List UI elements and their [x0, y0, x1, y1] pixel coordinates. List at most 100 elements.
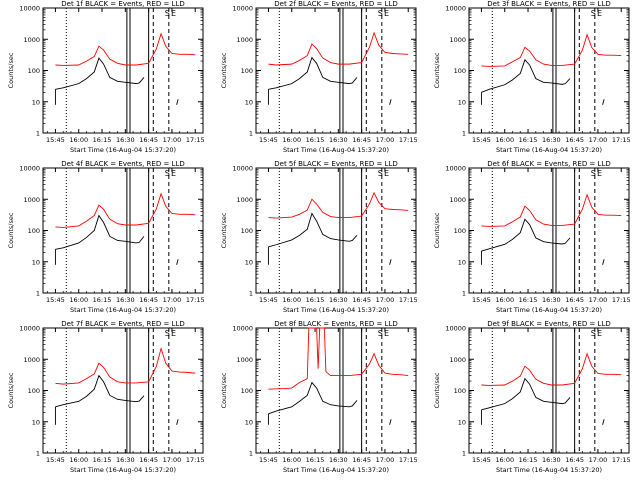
- y-tick-label: 10000: [445, 165, 466, 173]
- y-axis-label: Counts/sec: [7, 372, 15, 408]
- y-axis-label: Counts/sec: [433, 52, 441, 88]
- events-series-line-tail: [602, 99, 605, 105]
- end-marker-label: E: [171, 169, 176, 178]
- x-axis-label: Start Time (16-Aug-04 15:37:20): [283, 466, 389, 474]
- start-marker-label: S: [165, 329, 170, 338]
- y-tick-label: 10: [32, 418, 40, 426]
- x-tick-label: 15:45: [46, 296, 65, 304]
- x-tick-label: 16:00: [69, 136, 88, 144]
- y-axis-label: Counts/sec: [433, 372, 441, 408]
- y-tick-label: 1: [36, 450, 40, 458]
- x-tick-label: 16:15: [519, 456, 538, 464]
- lld-series-line: [481, 352, 622, 386]
- plot-frame: [468, 7, 630, 134]
- y-tick-label: 10: [32, 258, 40, 266]
- end-marker-label: E: [384, 329, 389, 338]
- panel-title: Det 3f BLACK = Events, RED = LLD: [487, 0, 610, 8]
- lld-series-line: [55, 32, 196, 66]
- x-tick-label: 16:15: [519, 296, 538, 304]
- detector-panel-3: Det 3f BLACK = Events, RED = LLD 1 10 100 10…: [433, 0, 631, 154]
- x-tick-label: 15:45: [46, 456, 65, 464]
- y-tick-label: 10: [32, 98, 40, 106]
- y-tick-label: 10: [458, 258, 466, 266]
- x-tick-label: 15:45: [259, 456, 278, 464]
- y-axis-label: Counts/sec: [220, 212, 228, 248]
- detector-panel-5: Det 5f BLACK = Events, RED = LLD 1 10 100 10…: [220, 160, 418, 314]
- panel-title: Det 5f BLACK = Events, RED = LLD: [274, 160, 397, 168]
- x-tick-label: 17:15: [186, 296, 205, 304]
- y-tick-label: 1: [462, 130, 466, 138]
- x-tick-label: 16:45: [565, 456, 584, 464]
- x-tick-label: 15:45: [259, 296, 278, 304]
- lld-series-line: [55, 192, 196, 228]
- x-tick-label: 16:45: [565, 136, 584, 144]
- x-tick-label: 17:15: [612, 296, 631, 304]
- lld-series-line: [268, 31, 409, 66]
- y-tick-label: 100: [241, 227, 253, 235]
- x-tick-label: 16:15: [306, 456, 325, 464]
- x-tick-label: 17:15: [399, 296, 418, 304]
- detector-panel-8: Det 8f BLACK = Events, RED = LLD 1 10 100 10…: [220, 320, 418, 474]
- events-series-line-tail: [176, 419, 179, 425]
- y-tick-label: 1000: [23, 36, 40, 44]
- y-tick-label: 100: [28, 67, 40, 75]
- y-tick-label: 10: [458, 418, 466, 426]
- start-marker-label: S: [165, 169, 170, 178]
- detector-panel-9: Det 9f BLACK = Events, RED = LLD 1 10 100 10…: [433, 320, 631, 474]
- y-tick-label: 100: [28, 387, 40, 395]
- x-axis-label: Start Time (16-Aug-04 15:37:20): [70, 146, 176, 154]
- x-tick-label: 16:45: [352, 136, 371, 144]
- y-tick-label: 1: [249, 290, 253, 298]
- y-tick-label: 1: [36, 130, 40, 138]
- y-tick-label: 10000: [232, 5, 253, 13]
- x-tick-label: 16:45: [565, 296, 584, 304]
- x-tick-label: 16:15: [306, 136, 325, 144]
- x-tick-label: 15:45: [259, 136, 278, 144]
- y-tick-label: 1: [36, 290, 40, 298]
- events-series-line: [55, 374, 145, 408]
- y-tick-label: 100: [241, 67, 253, 75]
- y-tick-label: 100: [454, 227, 466, 235]
- x-axis-label: Start Time (16-Aug-04 15:37:20): [283, 146, 389, 154]
- x-tick-label: 16:00: [282, 136, 301, 144]
- plot-frame: [42, 327, 204, 454]
- x-tick-label: 17:15: [399, 136, 418, 144]
- x-axis-label: Start Time (16-Aug-04 15:37:20): [283, 306, 389, 314]
- y-tick-label: 1000: [236, 356, 253, 364]
- events-series-line-tail: [176, 99, 179, 105]
- x-tick-label: 17:00: [376, 136, 395, 144]
- y-tick-label: 10000: [19, 165, 40, 173]
- events-series-line: [268, 381, 358, 415]
- end-marker-label: E: [171, 329, 176, 338]
- detector-panel-7: Det 7f BLACK = Events, RED = LLD 1 10 100 10…: [7, 320, 205, 474]
- x-tick-label: 17:00: [376, 296, 395, 304]
- panel-title: Det 6f BLACK = Events, RED = LLD: [487, 160, 610, 168]
- x-tick-label: 17:15: [612, 456, 631, 464]
- x-tick-label: 16:00: [282, 296, 301, 304]
- plot-frame: [255, 7, 417, 134]
- panel-title: Det 4f BLACK = Events, RED = LLD: [61, 160, 184, 168]
- detector-panel-4: Det 4f BLACK = Events, RED = LLD 1 10 100 10…: [7, 160, 205, 314]
- x-tick-label: 17:00: [589, 456, 608, 464]
- y-tick-label: 1: [462, 290, 466, 298]
- start-marker-label: S: [591, 9, 596, 18]
- end-marker-label: E: [384, 9, 389, 18]
- y-tick-label: 1000: [449, 36, 466, 44]
- y-axis-label: Counts/sec: [220, 52, 228, 88]
- x-tick-label: 16:45: [139, 136, 158, 144]
- plot-frame: [468, 327, 630, 454]
- y-tick-label: 10: [245, 98, 253, 106]
- lld-series-line: [268, 327, 409, 390]
- x-axis-label: Start Time (16-Aug-04 15:37:20): [496, 146, 602, 154]
- x-tick-label: 17:15: [186, 136, 205, 144]
- events-series-line: [55, 214, 145, 250]
- x-axis-label: Start Time (16-Aug-04 15:37:20): [70, 306, 176, 314]
- start-marker-label: S: [591, 169, 596, 178]
- x-axis-label: Start Time (16-Aug-04 15:37:20): [496, 466, 602, 474]
- x-tick-label: 16:45: [352, 456, 371, 464]
- x-tick-label: 16:00: [282, 456, 301, 464]
- lld-series-line: [268, 191, 409, 219]
- events-series-line-tail: [602, 419, 605, 425]
- x-tick-label: 16:15: [93, 456, 112, 464]
- start-marker-label: S: [378, 329, 383, 338]
